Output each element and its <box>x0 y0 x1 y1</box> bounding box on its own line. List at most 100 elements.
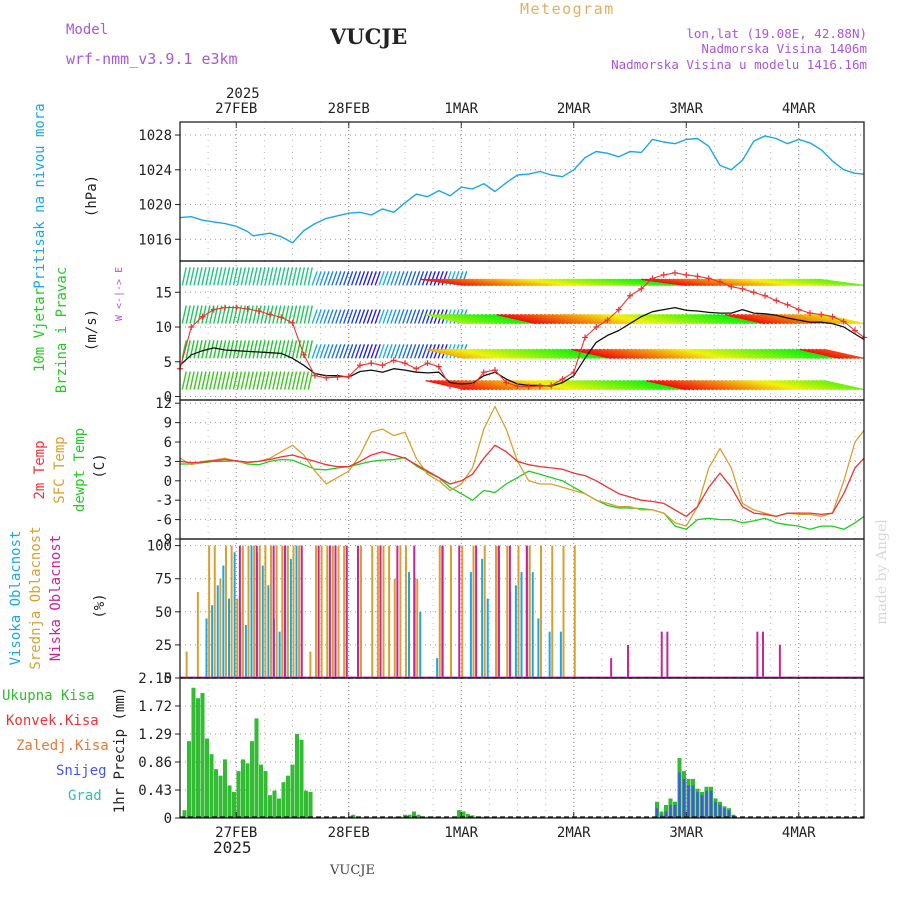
rain-bar <box>285 775 291 818</box>
wind-barb <box>268 340 274 359</box>
wind-barb <box>280 371 286 390</box>
wind-barb <box>366 309 373 324</box>
wind-barb <box>768 379 809 391</box>
wind-barb <box>327 344 334 359</box>
wind-barb <box>323 271 330 286</box>
wind-barb <box>598 348 640 359</box>
wind-barb <box>201 305 207 324</box>
wind-barb <box>693 379 734 391</box>
wind-barb <box>579 313 620 325</box>
wind-barb <box>268 267 274 286</box>
wind-barb <box>531 348 573 359</box>
wind-barb <box>732 379 774 391</box>
high-cloud-bar <box>216 585 219 678</box>
wind-barb <box>217 371 223 390</box>
wind-barb <box>425 271 433 286</box>
wind-barb <box>374 309 381 324</box>
wind-barb <box>583 313 624 325</box>
wind-barb <box>587 379 628 391</box>
temp-dew-line <box>180 456 865 530</box>
wind-barb <box>610 348 651 359</box>
y-tick-label: -9 <box>155 532 172 548</box>
wind-barb <box>638 379 679 391</box>
wind-barb <box>661 348 703 359</box>
wind-barb <box>807 379 848 391</box>
gust-marker <box>694 273 701 280</box>
wind-barb <box>303 305 309 324</box>
gust-marker <box>233 304 240 311</box>
wind-barb <box>567 379 608 391</box>
rain-bar <box>465 814 471 818</box>
wind-barb <box>559 313 600 325</box>
mid-cloud-bar <box>376 545 379 678</box>
mid-cloud-bar <box>360 545 362 678</box>
wind-barb <box>185 371 191 390</box>
wind-barb <box>299 305 306 324</box>
panel-frame <box>179 121 865 262</box>
wind-barb <box>339 344 346 359</box>
wind-barb <box>335 344 342 359</box>
wind-barb <box>425 348 466 359</box>
wind-barb <box>209 371 215 390</box>
wind-barb <box>618 348 659 359</box>
wind-barb <box>579 379 620 391</box>
wind-barb <box>732 348 774 359</box>
wind-barb <box>736 379 777 391</box>
wind-barb <box>457 348 498 359</box>
wind-ylabel: 10m Vjetar <box>32 288 48 372</box>
wind-barb <box>272 267 278 286</box>
y-tick-label: 75 <box>155 572 172 588</box>
wind-barb <box>756 313 797 325</box>
gust-marker <box>503 379 510 386</box>
wind-barb <box>248 305 254 324</box>
low-cloud-bar <box>300 545 303 678</box>
wind-barb <box>653 379 695 391</box>
gust-marker <box>222 304 228 311</box>
mid-cloud-bar <box>405 545 407 678</box>
mid-cloud-bar <box>264 545 267 678</box>
wind-barb <box>823 348 864 359</box>
wind-barb <box>709 348 750 359</box>
wind-barb <box>492 313 533 325</box>
wind-barb <box>575 348 616 359</box>
wind-barb <box>358 271 366 286</box>
rain-bar <box>276 798 282 818</box>
mid-cloud-bar <box>551 545 554 678</box>
wind-barb <box>551 313 592 325</box>
wind-barb <box>653 313 695 325</box>
wind-barb <box>768 348 809 359</box>
low-cloud-bar <box>660 631 663 678</box>
wind-barb <box>283 305 290 324</box>
gust-marker <box>739 285 746 292</box>
wind-barb <box>417 309 425 324</box>
wind-barb <box>819 379 860 391</box>
wind-barb <box>224 371 231 390</box>
rain-bar <box>299 739 304 818</box>
mid-cloud-bar <box>236 598 239 678</box>
wind-barb <box>626 348 667 359</box>
wind-barb <box>362 344 370 359</box>
wind-barb <box>232 267 239 286</box>
wind-barb <box>303 371 309 390</box>
wind-barb <box>602 313 644 325</box>
wind-barb <box>311 271 318 286</box>
high-cloud-bar <box>486 598 489 678</box>
wind-barb <box>280 340 286 359</box>
precip-legend-snow: Snijeg <box>56 763 107 779</box>
pressure-unit: (hPa) <box>84 175 100 217</box>
wind-barb <box>327 309 334 324</box>
mid-cloud-bar <box>461 545 464 678</box>
gust-marker <box>255 308 262 315</box>
precip-legend-grad: Grad <box>68 788 102 804</box>
wind-barb <box>484 379 525 391</box>
low-cloud-bar <box>357 545 359 678</box>
wind-barb <box>220 267 227 286</box>
wind-barb <box>394 309 401 324</box>
y-axis-ticks: 1016102010241028051015-9-6-3036912025507… <box>138 128 180 827</box>
mid-cloud-bar <box>337 545 340 678</box>
gust-marker <box>795 306 802 313</box>
wind-barb <box>240 267 246 286</box>
wind-barb <box>492 348 533 359</box>
wind-barb <box>476 313 518 325</box>
wind-barb <box>382 309 389 324</box>
